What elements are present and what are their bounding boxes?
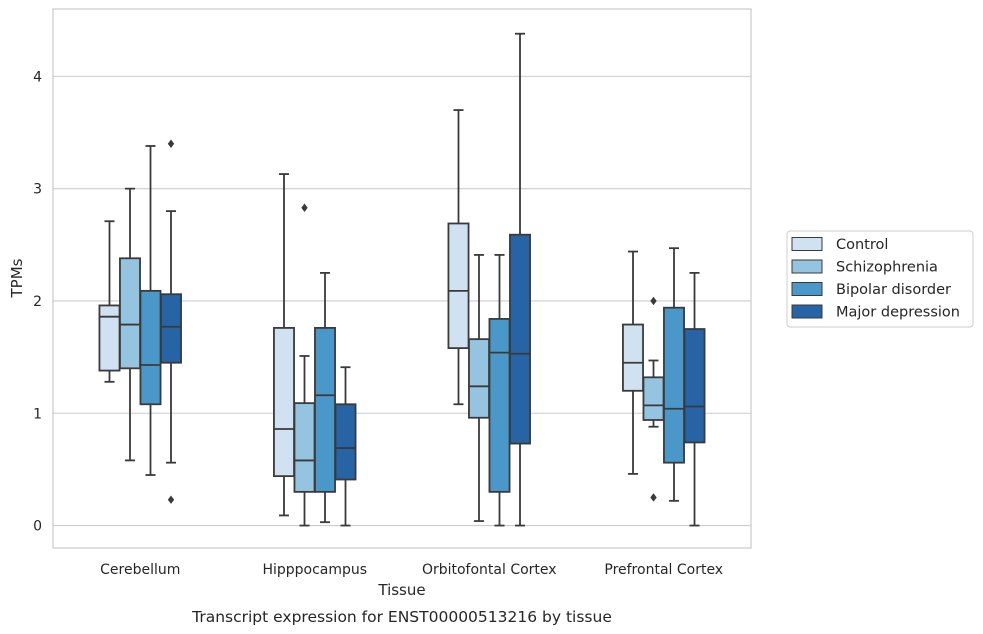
x-tick-label: Hipppocampus [262,562,367,578]
legend-swatch [791,282,823,296]
iqr-box [509,233,531,445]
legend-label: Schizophrenia [836,260,938,276]
legend-swatch [791,259,823,274]
series-schizophrenia [119,187,665,527]
series-major-depression [160,32,706,527]
y-tick-label: 4 [33,69,42,85]
x-axis-label: Tissue [377,581,425,599]
box-mark [509,32,531,527]
iqr-box [642,376,665,421]
legend: Control Schizophrenia Bipolar disorder Majo… [786,230,974,328]
box-mark [334,366,357,527]
outlier-point [650,296,657,306]
box-mark [683,271,706,527]
y-tick-label: 3 [33,182,42,198]
box-mark [139,145,162,476]
x-tick-label: Prefrontal Cortex [604,562,723,578]
outlier-point [167,495,175,504]
iqr-box [447,222,470,350]
y-axis-label: TPMs [8,258,26,298]
iqr-box [683,328,706,444]
iqr-box [293,402,316,493]
iqr-box [334,403,357,481]
legend-swatch [791,304,823,319]
box-mark [468,254,490,522]
box-mark [160,139,182,504]
iqr-box [314,327,336,493]
iqr-box [488,318,511,493]
x-tick-labels: Cerebellum Hipppocampus Orbitofontal Corte… [100,562,723,578]
y-tick-label: 2 [33,294,42,310]
iqr-box [622,323,644,392]
plot-area [52,8,752,549]
legend-label: Major depression [836,305,960,321]
y-tick-label: 1 [33,406,42,422]
iqr-box [273,327,295,478]
outlier-point [650,493,657,502]
y-tick-labels: 0 1 2 3 4 [33,69,42,534]
box-mark [273,173,295,517]
box-mark [447,109,470,406]
iqr-box [139,289,162,406]
iqr-box [468,338,490,419]
iqr-box [663,306,685,464]
iqr-box [119,257,141,370]
legend-label: Control [836,237,888,253]
box-mark [314,271,336,524]
iqr-box [98,304,121,372]
legend-label: Bipolar disorder [836,282,951,298]
box-mark [119,187,141,462]
y-tick-label: 0 [33,519,42,535]
outlier-point [301,203,308,212]
x-tick-label: Cerebellum [100,562,180,578]
legend-frame [786,230,974,328]
chart-caption: Transcript expression for ENST0000051321… [191,608,612,626]
outlier-point [167,139,175,148]
iqr-box [160,293,182,364]
box-series [98,32,706,527]
box-mark [622,250,644,475]
series-bipolar-disorder [139,145,685,527]
legend-swatch [791,237,823,251]
box-mark [293,203,316,527]
x-tick-label: Orbitofontal Cortex [422,562,557,578]
